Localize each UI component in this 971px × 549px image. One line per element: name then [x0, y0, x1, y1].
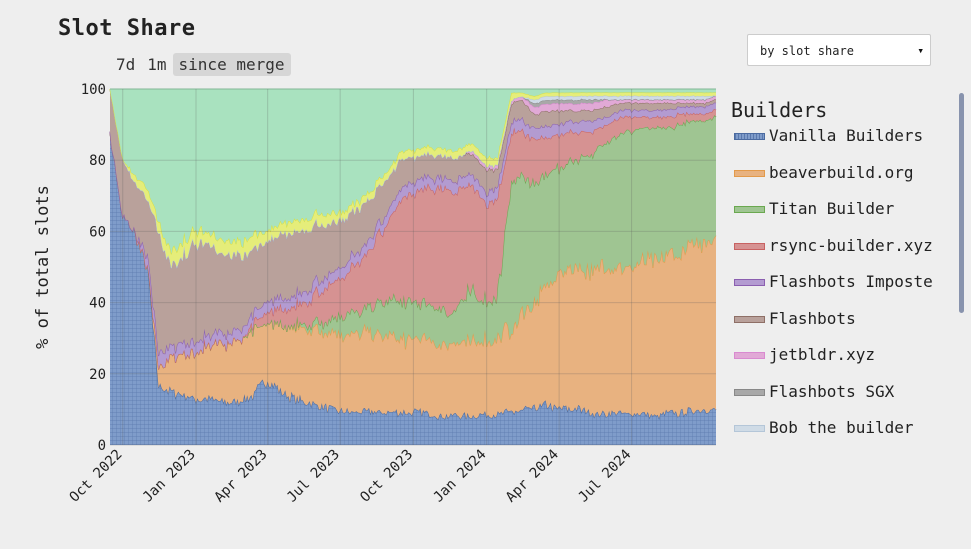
- legend-label: Vanilla Builders: [769, 126, 924, 145]
- legend-item-rsync-builder-xyz[interactable]: rsync-builder.xyz: [734, 236, 933, 273]
- legend-swatch: [734, 315, 765, 323]
- y-axis-label: % of total slots: [33, 185, 53, 349]
- legend-label: beaverbuild.org: [769, 162, 914, 182]
- range-1m-button[interactable]: 1m: [147, 55, 167, 74]
- legend-label: Flashbots: [769, 308, 856, 328]
- legend-title: Builders: [731, 98, 828, 122]
- plot-areas: [109, 88, 717, 445]
- x-tick-label: Oct 2023: [357, 447, 416, 506]
- legend-swatch: [734, 425, 765, 432]
- y-tick-label: 40: [89, 296, 106, 312]
- area-series-vanilla-builders: [110, 131, 716, 445]
- x-tick-label: Jan 2024: [430, 447, 489, 506]
- legend-label: Bob the builder: [769, 418, 914, 437]
- legend-label: Flashbots SGX: [769, 381, 895, 401]
- legend-label: rsync-builder.xyz: [769, 235, 933, 255]
- legend-item-titan-builder[interactable]: Titan Builder: [734, 199, 933, 236]
- legend: Vanilla Builders beaverbuild.org Titan Bui…: [734, 126, 933, 445]
- y-tick-label: 100: [81, 82, 106, 98]
- x-tick-label: Oct 2022: [67, 447, 126, 506]
- y-tick-label: 20: [89, 367, 106, 383]
- legend-item-vanilla-builders[interactable]: Vanilla Builders: [734, 126, 933, 163]
- range-selector: 7d 1m since merge: [110, 53, 291, 76]
- legend-item-beaverbuild-org[interactable]: beaverbuild.org: [734, 163, 933, 200]
- legend-label: Flashbots Imposte: [769, 272, 933, 291]
- legend-swatch: [734, 206, 765, 213]
- legend-swatch: [734, 169, 765, 177]
- area-series-flashbots: [110, 89, 716, 357]
- legend-scrollbar[interactable]: [959, 93, 964, 313]
- legend-viewport[interactable]: Vanilla Builders beaverbuild.org Titan Bui…: [700, 90, 958, 445]
- x-tick-label: Jan 2023: [140, 447, 199, 506]
- sort-select[interactable]: by slot share ▾: [747, 34, 931, 66]
- area-series-titan-builder: [110, 115, 716, 370]
- chevron-down-icon: ▾: [917, 44, 924, 57]
- x-tick-label: Jul 2023: [284, 447, 343, 506]
- gridlines: [110, 88, 716, 446]
- y-tick-label: 80: [89, 153, 106, 169]
- area-series-beaverbuild-org: [110, 131, 716, 420]
- legend-item-bob-the-builder[interactable]: Bob the builder: [734, 418, 933, 445]
- legend-item-flashbots[interactable]: Flashbots: [734, 309, 933, 346]
- legend-swatch: [734, 242, 765, 250]
- legend-swatch: [734, 279, 765, 286]
- legend-label: jetbldr.xyz: [769, 345, 875, 364]
- x-tick-label: Apr 2023: [212, 447, 271, 506]
- legend-swatch: [734, 133, 765, 140]
- legend-swatch: [734, 352, 765, 359]
- area-series-rsync-builder-xyz: [110, 108, 716, 370]
- page-title: Slot Share: [58, 16, 196, 41]
- range-7d-button[interactable]: 7d: [116, 55, 136, 74]
- area-series-other-green: [110, 89, 716, 255]
- legend-item-flashbots-sgx[interactable]: Flashbots SGX: [734, 382, 933, 419]
- sort-select-value: by slot share: [760, 44, 854, 58]
- y-tick-label: 0: [98, 438, 106, 454]
- legend-item-flashbots-imposte[interactable]: Flashbots Imposte: [734, 272, 933, 309]
- y-tick-label: 60: [89, 224, 106, 240]
- range-since-merge-button[interactable]: since merge: [172, 53, 291, 76]
- legend-swatch: [734, 388, 765, 396]
- x-tick-label: Apr 2024: [503, 447, 562, 506]
- legend-item-jetbldr-xyz[interactable]: jetbldr.xyz: [734, 345, 933, 382]
- legend-label: Titan Builder: [769, 199, 895, 218]
- x-tick-label: Jul 2024: [575, 447, 634, 506]
